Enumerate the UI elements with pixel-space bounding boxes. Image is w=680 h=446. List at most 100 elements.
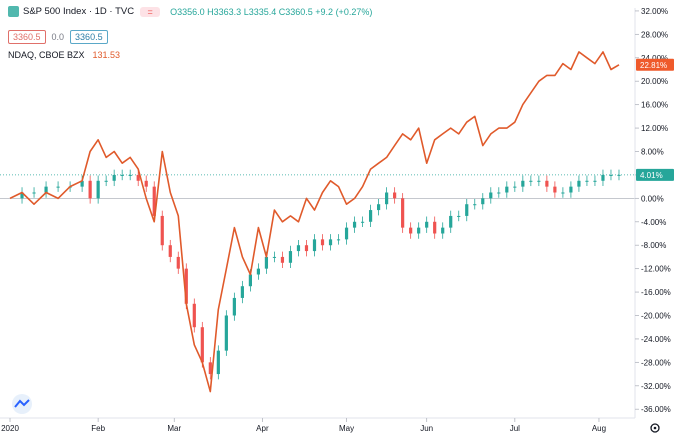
candle-body — [481, 198, 485, 205]
candle-body — [304, 245, 309, 252]
candle-body — [561, 192, 565, 194]
candle-body — [312, 239, 317, 252]
candle-body — [609, 174, 613, 176]
candle-body — [529, 180, 533, 182]
close-label: C — [278, 6, 286, 17]
candle-body — [168, 245, 172, 257]
zero-line-group — [0, 174, 635, 199]
time-axis: 2020 Feb Mar Apr May Jun Jul Aug — [1, 418, 606, 433]
series-visibility-dot[interactable] — [8, 6, 19, 17]
ndaq-line — [9, 51, 620, 393]
value-a-box[interactable]: 3360.5 — [8, 30, 46, 44]
candle-body — [328, 239, 333, 246]
candle-body — [32, 192, 36, 194]
tradingview-logo-icon[interactable] — [12, 394, 32, 414]
candle-body — [232, 297, 236, 316]
ndaq-badge-bg — [636, 58, 674, 71]
candle-body — [80, 180, 84, 187]
y-tick-label: 32.00% — [641, 7, 668, 16]
x-tick-label: Feb — [91, 424, 105, 433]
y-tick-label: 20.00% — [641, 77, 668, 86]
spx-badge-bg — [636, 168, 674, 181]
candle-body — [385, 192, 389, 205]
candle-body — [144, 180, 148, 187]
y-tick-label: -12.00% — [641, 265, 671, 274]
candle-body — [184, 268, 188, 304]
candle-body — [537, 180, 541, 182]
y-tick-label: 12.00% — [641, 124, 668, 133]
candle-body — [352, 221, 357, 228]
candle-body — [344, 227, 349, 240]
ohlc-values: O3356.0 H3363.3 L3335.4 C3360.5 +9.2 (+0… — [170, 7, 372, 17]
y-tick-label: -24.00% — [641, 335, 671, 344]
x-tick-label: May — [339, 424, 354, 433]
candle-body — [336, 239, 341, 241]
candle-body — [577, 180, 581, 187]
candle-body — [553, 186, 557, 193]
y-tick-label: -32.00% — [641, 382, 671, 391]
spx-candles — [20, 169, 621, 380]
mid-value: 0.0 — [51, 32, 65, 42]
candle-body — [56, 186, 60, 188]
candle-body — [457, 215, 461, 217]
high-value: 3363.3 — [213, 6, 242, 17]
candle-body — [240, 286, 244, 298]
compare-legend[interactable]: NDAQ, CBOE BZX 131.53 — [8, 50, 120, 60]
candle-body — [216, 350, 220, 375]
y-tick-label: -28.00% — [641, 358, 671, 367]
symbol-title[interactable]: S&P 500 Index · 1D · TVC — [23, 6, 135, 17]
candle-body — [160, 215, 164, 246]
last-value-badges: 22.81% 4.01% — [636, 58, 674, 181]
candle-body — [409, 227, 413, 234]
x-tick-label: Jul — [510, 424, 520, 433]
candle-body — [513, 186, 517, 188]
candle-body — [44, 186, 48, 193]
candle-body — [272, 256, 277, 258]
candle-body — [393, 192, 397, 199]
close-value: 3360.5 — [285, 6, 313, 17]
candle-body — [497, 192, 501, 194]
candle-body — [288, 251, 293, 263]
y-tick-label: 0.00% — [641, 194, 664, 203]
indicator-inputs: 3360.5 0.0 3360.5 — [8, 30, 114, 44]
ndaq-line-group — [9, 51, 620, 393]
candle-body — [256, 268, 261, 275]
open-value: 3356.0 — [177, 6, 205, 17]
x-tick-label: Mar — [167, 424, 181, 433]
candle-body — [601, 174, 605, 181]
candle-body — [585, 180, 589, 182]
y-tick-label: -4.00% — [641, 218, 666, 227]
y-tick-label: -16.00% — [641, 288, 671, 297]
value-b-box[interactable]: 3360.5 — [70, 30, 108, 44]
x-tick-label: Aug — [592, 424, 606, 433]
candle-body — [377, 204, 381, 211]
chart-legend-header: S&P 500 Index · 1D · TVC = O3356.0 H3363… — [8, 6, 372, 17]
high-label: H — [207, 6, 214, 17]
x-tick-label: Apr — [256, 424, 269, 433]
candle-body — [152, 186, 156, 216]
y-tick-label: 8.00% — [641, 148, 664, 157]
candle-body — [368, 210, 373, 222]
candle-body — [120, 174, 124, 176]
y-tick-label: -20.00% — [641, 312, 671, 321]
candle-body — [208, 362, 212, 375]
x-tick-label: Jun — [420, 424, 433, 433]
candle-body — [360, 221, 365, 223]
candle-body — [192, 303, 196, 328]
change-value: +9.2 (+0.27%) — [315, 6, 373, 17]
candle-body — [264, 256, 269, 269]
candle-body — [593, 180, 597, 182]
low-label: L — [243, 6, 249, 17]
candle-body — [88, 180, 92, 199]
candle-body — [489, 192, 493, 199]
compare-value: 131.53 — [92, 50, 121, 60]
candle-body — [20, 192, 24, 199]
candle-body — [104, 180, 108, 182]
ndaq-badge-label: 22.81% — [640, 61, 667, 70]
compare-toggle[interactable]: = — [140, 6, 161, 17]
compare-symbol: NDAQ, CBOE BZX — [8, 50, 85, 60]
candle-body — [617, 174, 621, 176]
settings-gear-icon[interactable] — [650, 423, 660, 433]
y-tick-label: 24.00% — [641, 54, 668, 63]
